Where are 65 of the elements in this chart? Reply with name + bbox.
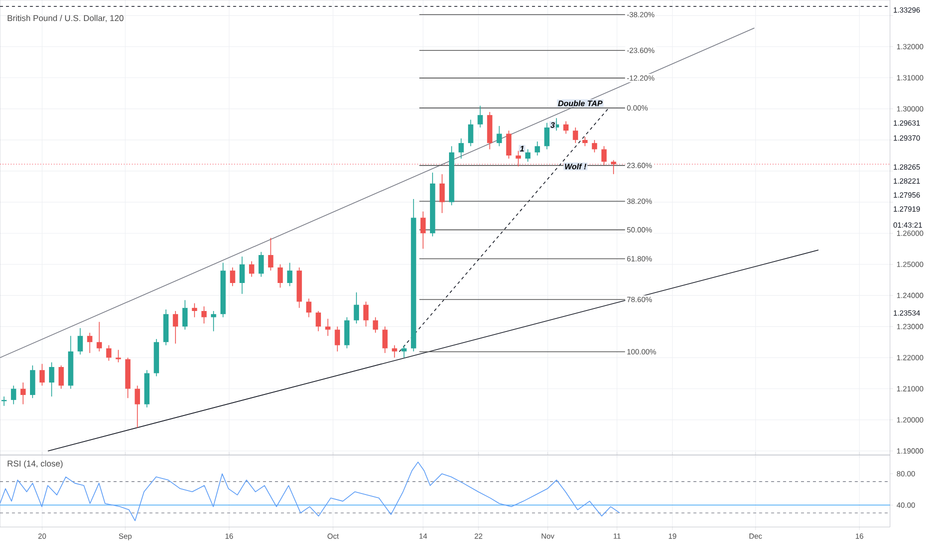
candlestick <box>49 362 54 397</box>
candlestick <box>249 260 254 278</box>
candlestick <box>382 326 388 354</box>
candlestick <box>268 238 274 271</box>
candlestick <box>440 174 445 214</box>
candlestick <box>96 321 102 352</box>
candlestick <box>144 370 150 408</box>
candlestick <box>258 252 264 278</box>
candlestick <box>610 160 616 175</box>
candlestick <box>392 344 398 358</box>
candlestick <box>87 332 92 354</box>
candlestick <box>572 127 578 144</box>
candlestick <box>354 292 360 324</box>
candlestick <box>154 338 160 377</box>
candlestick <box>478 105 483 128</box>
candlestick <box>68 335 74 390</box>
candlestick <box>563 120 569 134</box>
candlestick <box>278 264 283 288</box>
candlestick <box>30 365 36 398</box>
candlestick <box>592 140 598 153</box>
candlestick <box>468 119 474 147</box>
candlestick <box>20 382 26 405</box>
candlestick <box>182 300 188 330</box>
candlestick <box>210 310 216 332</box>
candlestick <box>287 262 292 287</box>
candlestick <box>601 146 607 166</box>
candlestick <box>582 136 588 147</box>
candlestick <box>40 363 45 386</box>
candlestick <box>116 349 121 363</box>
candlestick <box>192 302 198 318</box>
candlestick <box>163 309 169 346</box>
candlestick <box>134 385 140 428</box>
candlestick <box>449 146 454 206</box>
candlestick <box>401 344 407 358</box>
candlestick <box>496 126 502 147</box>
candlestick <box>525 148 530 162</box>
text: British Pound / U.S. Dollar, 120 <box>8 14 124 22</box>
candlestick <box>534 141 540 156</box>
candlestick <box>125 357 130 398</box>
candlestick <box>78 328 83 355</box>
candlestick <box>372 316 378 334</box>
candlestick <box>420 211 426 250</box>
candlestick <box>458 138 464 160</box>
candlestick <box>316 310 321 332</box>
candlestick <box>230 267 236 287</box>
candlestick <box>220 262 226 318</box>
candlestick <box>10 385 16 405</box>
candlestick <box>201 306 207 324</box>
candlestick <box>296 267 302 308</box>
text: RSI (14, close) <box>8 460 63 468</box>
candlestick <box>106 344 112 362</box>
candlestick <box>506 130 512 160</box>
candlestick <box>172 310 178 344</box>
candlestick <box>306 298 312 318</box>
candlestick <box>363 301 369 327</box>
candlestick <box>325 318 330 336</box>
candlestick <box>334 326 340 352</box>
candlestick <box>516 150 521 167</box>
candlestick <box>544 122 550 150</box>
candlestick <box>240 256 245 294</box>
candlestick <box>410 198 416 352</box>
candlestick <box>58 365 64 390</box>
candlestick <box>430 172 436 237</box>
candlestick <box>344 316 350 349</box>
candlestick <box>487 112 492 150</box>
